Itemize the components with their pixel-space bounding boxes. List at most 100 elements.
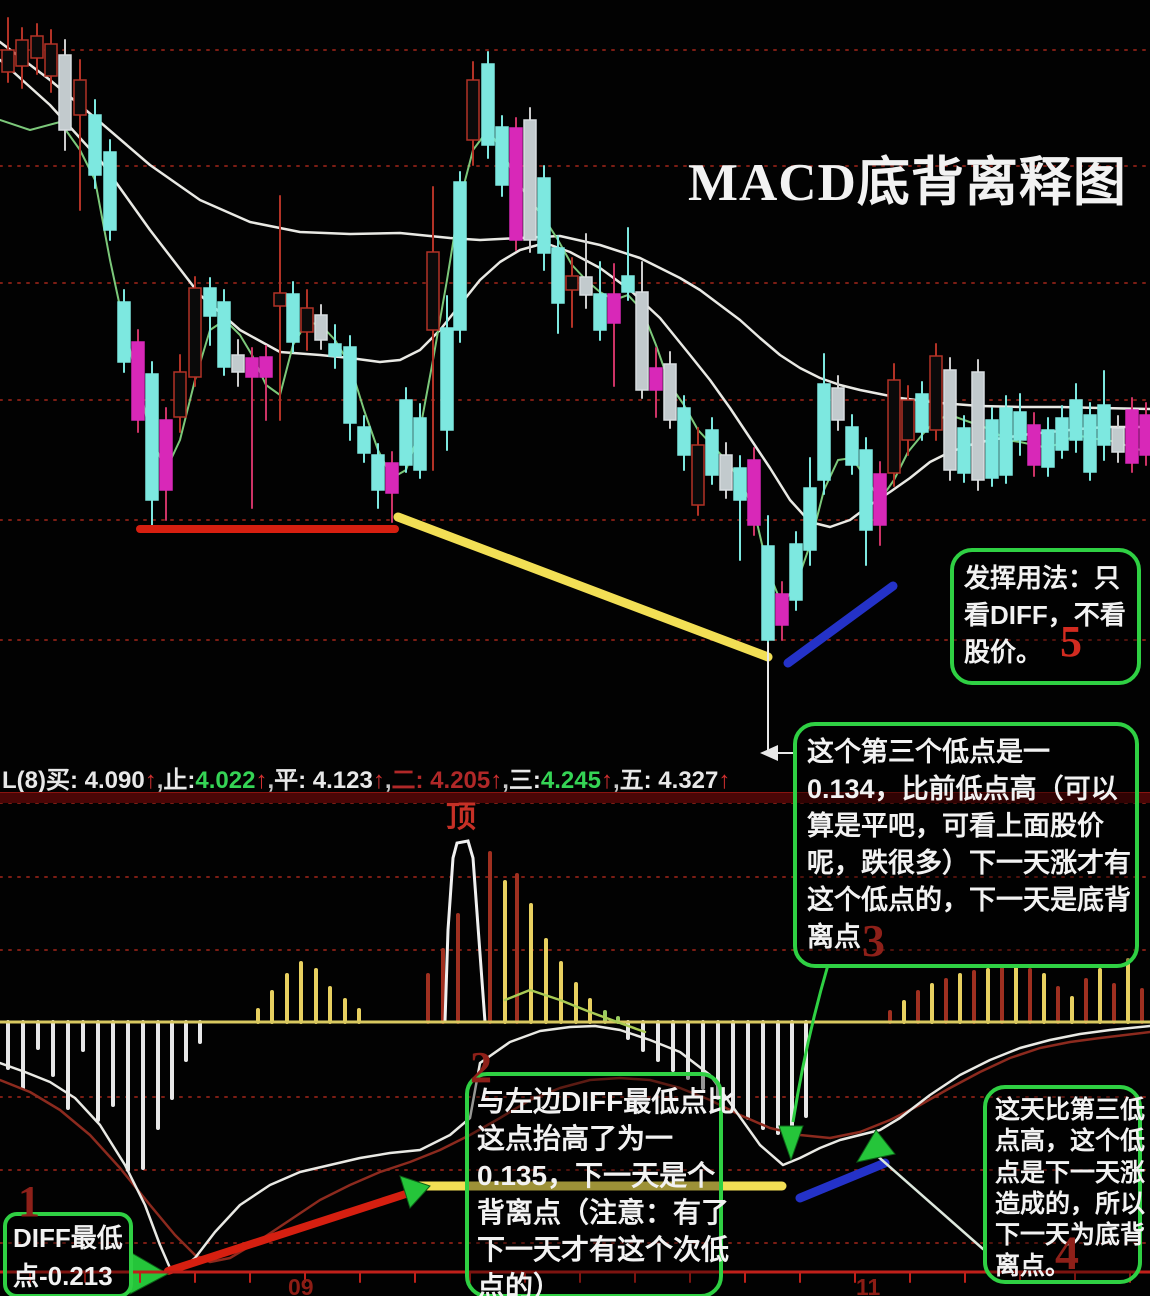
trend-line bbox=[783, 581, 898, 668]
candle-body bbox=[314, 314, 328, 341]
candle-body bbox=[217, 301, 231, 368]
callout-text-line: 呢，跌很多）下一天涨才有 bbox=[807, 847, 1131, 878]
panel-divider bbox=[0, 792, 1150, 803]
candle-body bbox=[328, 343, 342, 357]
candle-body bbox=[663, 363, 677, 421]
candle-body bbox=[775, 593, 789, 626]
status-segment: ↑ bbox=[372, 767, 385, 794]
candle-body bbox=[413, 417, 427, 471]
callout-text-line: 背离点（注意：有了 bbox=[477, 1196, 730, 1228]
callout-text-line: 这个第三个低点是一 bbox=[807, 737, 1050, 767]
candle-body bbox=[173, 371, 187, 418]
status-segment: ↑ bbox=[600, 767, 613, 794]
candle-body bbox=[817, 383, 831, 481]
candle-body bbox=[649, 367, 663, 391]
candle-body bbox=[957, 427, 971, 474]
candle-body bbox=[593, 293, 607, 331]
candle-body bbox=[999, 407, 1013, 476]
dea-line bbox=[0, 1030, 1150, 1264]
candle-body bbox=[385, 462, 399, 494]
status-segment: 二: 4.205 bbox=[391, 767, 491, 794]
candle-body bbox=[103, 151, 117, 231]
candle-body bbox=[286, 293, 300, 343]
status-segment: 买: 4.090 bbox=[46, 767, 145, 794]
annotation-number-2: 2 bbox=[470, 1043, 492, 1092]
macd-peak-outline bbox=[443, 839, 487, 1023]
candle-body bbox=[523, 119, 537, 241]
candle-body bbox=[259, 356, 273, 378]
candle-body bbox=[145, 373, 159, 501]
callout-text-line: 看DIFF，不看 bbox=[964, 599, 1126, 630]
candle-body bbox=[453, 181, 467, 331]
candle-body bbox=[426, 251, 440, 331]
callout-text-line: 造成的，所以 bbox=[995, 1189, 1146, 1218]
candle-body bbox=[943, 369, 957, 471]
candle-body bbox=[1041, 429, 1055, 468]
candle-body bbox=[1097, 404, 1111, 446]
callout-text-line: 下一天为底背 bbox=[995, 1221, 1146, 1249]
candle-body bbox=[537, 177, 551, 254]
status-segment: , bbox=[156, 767, 164, 794]
candle-body bbox=[565, 275, 579, 291]
left-arrowhead-icon bbox=[760, 745, 778, 761]
dea-upper-segment bbox=[503, 988, 647, 1034]
candle-body bbox=[1139, 414, 1150, 456]
callout-text-line: 与左边DIFF最低点比 bbox=[477, 1086, 736, 1117]
annotation-number-4: 4 bbox=[1055, 1227, 1079, 1280]
candle-body bbox=[509, 127, 523, 241]
candle-body bbox=[15, 39, 29, 67]
callout-text-line: 点高，这个低 bbox=[995, 1127, 1146, 1156]
callout-text-line: 下一天才有这个次低 bbox=[477, 1233, 730, 1265]
callout-text-line: 点是下一天涨 bbox=[995, 1158, 1146, 1187]
callout-text-line: 这个低点的，下一天是底背 bbox=[807, 884, 1131, 915]
status-segment: , bbox=[502, 767, 509, 794]
candle-body bbox=[159, 419, 173, 491]
candle-body bbox=[203, 287, 217, 317]
callout-text-line: 点的） bbox=[477, 1270, 562, 1296]
callout-text-line: 0.135，下一天是个 bbox=[477, 1159, 716, 1191]
candle-body bbox=[761, 545, 775, 641]
status-segment: L(8) bbox=[2, 767, 46, 794]
candle-body bbox=[440, 327, 454, 431]
candle-body bbox=[747, 459, 761, 526]
candle-body bbox=[551, 247, 565, 304]
green-arrow-icon bbox=[778, 1125, 804, 1162]
annotation-number-3: 3 bbox=[862, 915, 885, 966]
trend-line bbox=[393, 512, 773, 662]
candle-body bbox=[231, 354, 245, 373]
callout-text-line: 点-0.213 bbox=[13, 1260, 113, 1291]
callout-text-line: 这点抬高了为一 bbox=[477, 1122, 674, 1154]
candle-body bbox=[677, 407, 691, 456]
status-segment: ↑ bbox=[144, 767, 157, 794]
status-segment: 4.245 bbox=[540, 767, 601, 794]
candle-body bbox=[1027, 424, 1041, 466]
candle-body bbox=[831, 387, 845, 421]
candle-body bbox=[30, 35, 44, 59]
candle-body bbox=[607, 293, 621, 324]
status-segment: ↑ bbox=[718, 767, 731, 794]
callout-text-line: 股价。 bbox=[964, 636, 1043, 667]
candle-body bbox=[399, 399, 413, 466]
green-arrow-icon bbox=[399, 1175, 431, 1209]
candle-body bbox=[635, 291, 649, 391]
candle-body bbox=[188, 287, 202, 378]
callout-text-line: DIFF最低 bbox=[13, 1223, 123, 1253]
callout-text-line: 0.134，比前低点高（可以 bbox=[807, 773, 1118, 804]
candle-body bbox=[343, 346, 357, 424]
trend-line bbox=[795, 1158, 890, 1203]
annotation-number-1: 1 bbox=[18, 1177, 40, 1226]
status-segment: , bbox=[267, 767, 275, 794]
candle-body bbox=[621, 275, 635, 293]
candle-body bbox=[1069, 399, 1083, 441]
candle-body bbox=[705, 429, 719, 476]
peak-label: 顶 bbox=[446, 801, 476, 834]
callout-box-2-second-low: 与左边DIFF最低点比 这点抬高了为一 0.135，下一天是个 背离点（注意：有了 下一… bbox=[465, 1072, 736, 1296]
callout-text-line: 这天比第三低 bbox=[995, 1096, 1146, 1124]
status-segment: , bbox=[612, 767, 620, 794]
candle-body bbox=[915, 393, 929, 433]
candle-body bbox=[719, 454, 733, 491]
candle-body bbox=[1083, 414, 1097, 473]
chart-title: MACD底背离释图 bbox=[688, 154, 1127, 212]
status-segment: ↑ bbox=[490, 767, 503, 794]
candle-body bbox=[789, 543, 803, 601]
